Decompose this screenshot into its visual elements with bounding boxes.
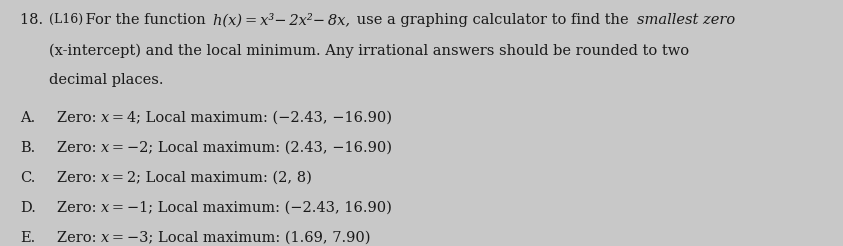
Text: Zero:: Zero: [57, 231, 101, 245]
Text: (x-intercept) and the local minimum. Any irrational answers should be rounded to: (x-intercept) and the local minimum. Any… [49, 43, 690, 58]
Text: decimal places.: decimal places. [49, 73, 164, 87]
Text: = 4; Local maximum: (−2.43, −16.90): = 4; Local maximum: (−2.43, −16.90) [109, 111, 392, 125]
Text: For the function: For the function [81, 13, 210, 27]
Text: Zero:: Zero: [57, 201, 101, 215]
Text: (L16): (L16) [49, 13, 83, 26]
Text: x: x [101, 201, 110, 215]
Text: Zero:: Zero: [57, 171, 101, 185]
Text: C.: C. [20, 171, 35, 185]
Text: x: x [101, 141, 110, 155]
Text: = −3; Local maximum: (1.69, 7.90): = −3; Local maximum: (1.69, 7.90) [109, 231, 370, 245]
Text: E.: E. [20, 231, 35, 245]
Text: Zero:: Zero: [57, 111, 101, 125]
Text: use a graphing calculator to find the: use a graphing calculator to find the [352, 13, 633, 27]
Text: = −2; Local maximum: (2.43, −16.90): = −2; Local maximum: (2.43, −16.90) [109, 141, 392, 155]
Text: A.: A. [20, 111, 35, 125]
Text: B.: B. [20, 141, 35, 155]
Text: 18.: 18. [20, 13, 48, 27]
Text: smallest zero: smallest zero [637, 13, 735, 27]
Text: = 2; Local maximum: (2, 8): = 2; Local maximum: (2, 8) [109, 171, 312, 185]
Text: x: x [101, 111, 110, 125]
Text: = −1; Local maximum: (−2.43, 16.90): = −1; Local maximum: (−2.43, 16.90) [109, 201, 392, 215]
Text: Zero:: Zero: [57, 141, 101, 155]
Text: h(x) = x³− 2x²− 8x,: h(x) = x³− 2x²− 8x, [212, 13, 350, 28]
Text: x: x [101, 231, 110, 245]
Text: D.: D. [20, 201, 36, 215]
Text: x: x [101, 171, 110, 185]
